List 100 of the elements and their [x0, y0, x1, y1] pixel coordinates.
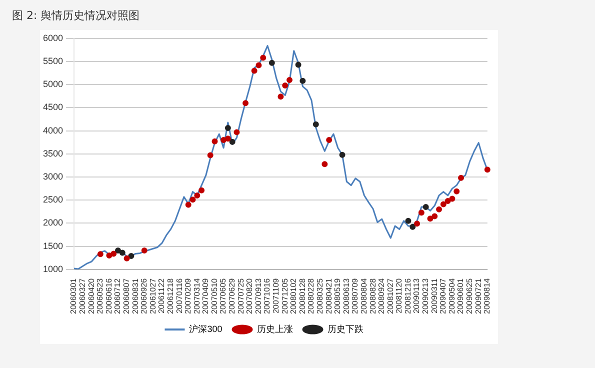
x-tick-label: 20071205 [280, 278, 290, 314]
y-tick-label: 4000 [42, 125, 64, 136]
chart-title: 图 2: 舆情历史情况对照图 [12, 8, 140, 23]
point [422, 204, 429, 210]
x-tick-label: 20060926 [140, 278, 149, 314]
x-tick-label: 20080519 [333, 278, 342, 314]
x-tick-label: 20080421 [324, 278, 334, 314]
x-tick-label: 20060831 [130, 278, 140, 314]
y-tick-label: 2000 [42, 218, 64, 228]
point [198, 187, 205, 194]
point [224, 125, 231, 132]
y-tick-label: 5000 [42, 79, 64, 90]
y-tick-label: 1000 [42, 264, 64, 274]
point [414, 220, 420, 227]
x-tick-label: 20070510 [210, 278, 219, 314]
point [322, 161, 328, 168]
x-tick-label: 20090814 [482, 278, 492, 314]
point [282, 82, 288, 89]
x-tick-label: 20081027 [386, 278, 395, 314]
y-tick-label: 1500 [42, 240, 64, 251]
point [106, 252, 112, 259]
point [207, 152, 214, 158]
y-tick-label: 3000 [42, 171, 64, 182]
point [97, 251, 104, 258]
x-tick-label: 20070409 [201, 278, 210, 314]
x-tick-label: 20090113 [412, 278, 422, 314]
point [484, 166, 490, 173]
x-tick-label: 20080228 [306, 278, 316, 314]
y-tick-label: 6000 [42, 32, 64, 43]
x-tick-label: 20060523 [96, 278, 105, 314]
x-tick-label: 20070116 [174, 278, 184, 314]
x-tick-label: 20090601 [456, 278, 466, 314]
x-tick-label: 20071109 [272, 278, 281, 314]
x-tick-label: 20080709 [350, 278, 360, 314]
x-tick-label: 20070820 [245, 278, 254, 314]
point [410, 224, 416, 230]
x-tick-label: 20060712 [113, 278, 122, 314]
point [440, 201, 446, 208]
point [444, 198, 451, 204]
point [260, 54, 266, 61]
x-tick-label: 20080613 [342, 278, 351, 314]
point [194, 192, 200, 198]
legend-label: 沪深300 [189, 324, 222, 334]
point [295, 62, 302, 68]
x-tick-label: 20080924 [377, 278, 386, 314]
point [268, 60, 275, 66]
x-tick-label: 20090311 [430, 278, 439, 314]
point [286, 76, 293, 83]
point [124, 255, 130, 262]
x-tick-label: 20060420 [86, 278, 96, 314]
point [224, 136, 231, 142]
x-tick-label: 20081216 [403, 278, 412, 314]
point [251, 68, 258, 74]
x-tick-label: 20070209 [184, 278, 193, 314]
x-tick-label: 20060301 [69, 278, 78, 314]
point [312, 121, 319, 128]
x-tick-label: 20060327 [78, 278, 88, 314]
point [185, 202, 192, 208]
point [458, 174, 464, 181]
y-tick-label: 4500 [42, 102, 64, 112]
point [454, 188, 460, 194]
point [339, 152, 346, 158]
point [141, 247, 148, 254]
point [449, 196, 456, 202]
x-tick-label: 20080804 [359, 278, 368, 314]
y-tick-label: 3500 [42, 148, 64, 158]
x-tick-label: 20061218 [166, 278, 175, 314]
point [128, 253, 134, 260]
x-tick-label: 20070629 [228, 278, 237, 314]
x-tick-label: 20070314 [192, 278, 202, 314]
x-tick-label: 20090407 [438, 278, 448, 314]
x-tick-label: 20060807 [122, 278, 131, 314]
x-tick-label: 20090504 [447, 278, 456, 314]
point [418, 210, 424, 216]
point [220, 137, 227, 144]
x-tick-label: 20061027 [148, 278, 158, 314]
y-tick-label: 2500 [42, 194, 64, 205]
legend-label: 历史下跌 [327, 324, 364, 334]
x-tick-label: 20090625 [465, 278, 474, 314]
x-tick-label: 20060616 [104, 278, 114, 314]
point [115, 247, 121, 254]
x-tick-label: 20071016 [262, 278, 272, 314]
x-tick-label: 20070725 [236, 278, 246, 314]
point [234, 129, 240, 136]
x-tick-label: 20080828 [368, 278, 378, 314]
x-tick-label: 20090721 [474, 278, 483, 314]
point [242, 100, 249, 106]
point [190, 196, 196, 203]
point [436, 206, 442, 212]
x-tick-label: 20090213 [421, 278, 430, 314]
x-tick-label: 20081120 [394, 278, 404, 314]
point [119, 250, 126, 256]
y-tick-label: 5500 [42, 56, 64, 66]
point [300, 78, 306, 84]
x-tick-label: 20080128 [298, 278, 307, 314]
point [427, 216, 434, 222]
x-tick-label: 20080102 [289, 278, 298, 314]
point [432, 213, 438, 220]
point [212, 138, 218, 144]
point [110, 250, 117, 257]
